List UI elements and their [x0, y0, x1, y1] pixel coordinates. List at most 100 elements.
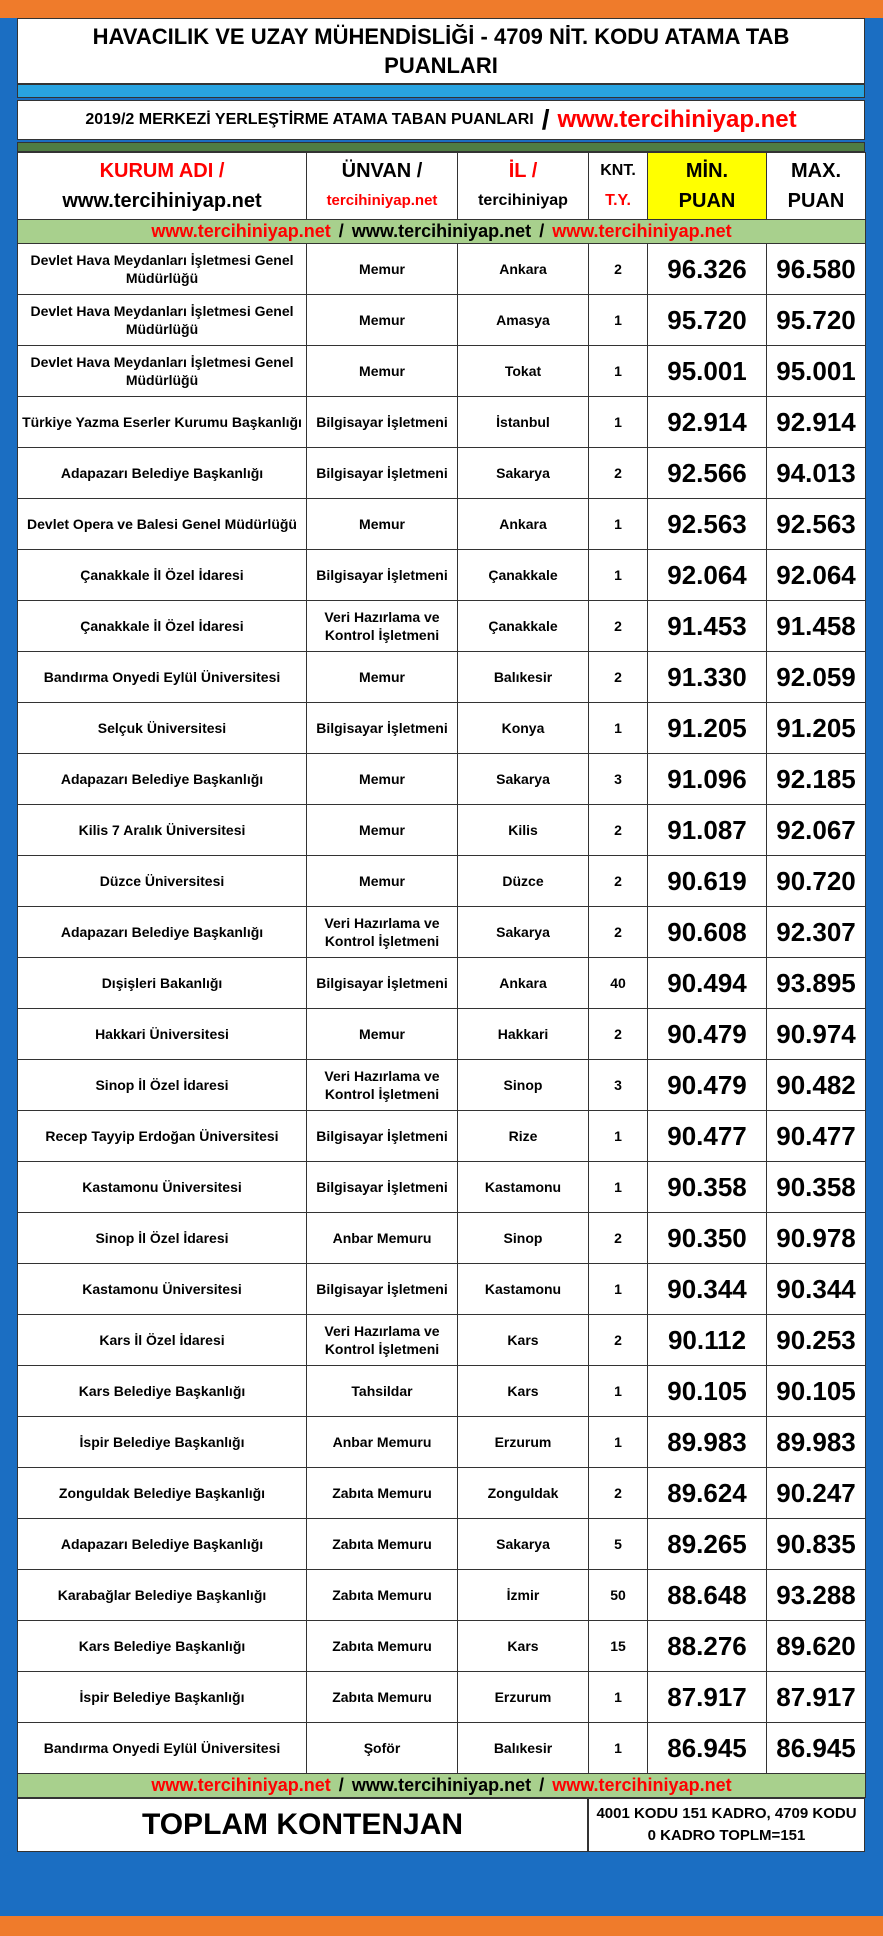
max-score-cell: 91.458: [766, 600, 866, 652]
institution-cell: Kars İl Özel İdaresi: [17, 1314, 307, 1366]
title-cell: Anbar Memuru: [306, 1416, 458, 1468]
title-cell: Memur: [306, 345, 458, 397]
min-score-cell: 88.276: [647, 1620, 767, 1672]
city-cell: Konya: [457, 702, 589, 754]
max-score-cell: 91.205: [766, 702, 866, 754]
quota-cell: 3: [588, 1059, 648, 1111]
min-score-cell: 92.566: [647, 447, 767, 499]
max-score-cell: 86.945: [766, 1722, 866, 1774]
quota-cell: 2: [588, 243, 648, 295]
header-cell: MİN. PUAN: [647, 152, 767, 220]
city-cell: Tokat: [457, 345, 589, 397]
city-cell: Kars: [457, 1620, 589, 1672]
institution-cell: Adapazarı Belediye Başkanlığı: [17, 906, 307, 958]
min-score-cell: 91.096: [647, 753, 767, 805]
url-text: www.tercihiniyap.net: [151, 221, 331, 241]
city-cell: Kilis: [457, 804, 589, 856]
url-text: www.tercihiniyap.net: [351, 221, 532, 241]
min-score-cell: 90.112: [647, 1314, 767, 1366]
institution-cell: Kars Belediye Başkanlığı: [17, 1620, 307, 1672]
max-score-cell: 93.288: [766, 1569, 866, 1621]
quota-cell: 3: [588, 753, 648, 805]
header-text: PUAN: [678, 190, 736, 212]
data-row: Kars Belediye Başkanlığı Tahsildar Kars 1 90…: [17, 1365, 866, 1417]
institution-cell: Çanakkale İl Özel İdaresi: [17, 549, 307, 601]
title-cell: Memur: [306, 651, 458, 703]
url-row: www.tercihiniyap.net / www.tercihiniyap.ne…: [17, 1773, 866, 1798]
quota-cell: 2: [588, 651, 648, 703]
min-score-cell: 90.477: [647, 1110, 767, 1162]
data-row: Karabağlar Belediye Başkanlığı Zabıta Mem…: [17, 1569, 866, 1621]
title-cell: Veri Hazırlama ve Kontrol İşletmeni: [306, 600, 458, 652]
data-row: İspir Belediye Başkanlığı Zabıta Memuru Er…: [17, 1671, 866, 1723]
title-cell: Anbar Memuru: [306, 1212, 458, 1264]
quota-cell: 1: [588, 294, 648, 346]
title-cell: Memur: [306, 855, 458, 907]
url-text: www.tercihiniyap.net: [351, 1775, 532, 1795]
max-score-cell: 92.185: [766, 753, 866, 805]
data-row: Adapazarı Belediye Başkanlığı Memur Sakary…: [17, 753, 866, 805]
header-cell: KURUM ADI / www.tercihiniyap.net: [17, 152, 307, 220]
data-row: İspir Belediye Başkanlığı Anbar Memuru Erz…: [17, 1416, 866, 1468]
subtitle-bar: 2019/2 MERKEZİ YERLEŞTİRME ATAMA TABAN P…: [17, 100, 865, 140]
city-cell: Erzurum: [457, 1671, 589, 1723]
data-row: Bandırma Onyedi Eylül Üniversitesi Memur B…: [17, 651, 866, 703]
min-score-cell: 90.608: [647, 906, 767, 958]
title-cell: Veri Hazırlama ve Kontrol İşletmeni: [306, 906, 458, 958]
data-row: Devlet Opera ve Balesi Genel Müdürlüğü Me…: [17, 498, 866, 550]
quota-cell: 1: [588, 1263, 648, 1315]
table-body: KURUM ADI / www.tercihiniyap.net ÜNVAN / t…: [17, 152, 866, 1798]
city-cell: Rize: [457, 1110, 589, 1162]
quota-cell: 2: [588, 1467, 648, 1519]
institution-cell: Düzce Üniversitesi: [17, 855, 307, 907]
title-cell: Memur: [306, 1008, 458, 1060]
data-row: Recep Tayyip Erdoğan Üniversitesi Bilgisa…: [17, 1110, 866, 1162]
city-cell: İzmir: [457, 1569, 589, 1621]
subtitle-separator: /: [541, 104, 550, 135]
data-row: Devlet Hava Meydanları İşletmesi Genel M…: [17, 243, 866, 295]
min-score-cell: 91.205: [647, 702, 767, 754]
city-cell: Sakarya: [457, 753, 589, 805]
url-separator: /: [338, 1775, 344, 1795]
data-row: Kars İl Özel İdaresi Veri Hazırlama ve Ko…: [17, 1314, 866, 1366]
min-score-cell: 90.105: [647, 1365, 767, 1417]
quota-cell: 50: [588, 1569, 648, 1621]
bottom-border: [0, 1916, 883, 1936]
institution-cell: Recep Tayyip Erdoğan Üniversitesi: [17, 1110, 307, 1162]
quota-cell: 1: [588, 396, 648, 448]
quota-cell: 1: [588, 702, 648, 754]
min-score-cell: 92.563: [647, 498, 767, 550]
max-score-cell: 87.917: [766, 1671, 866, 1723]
quota-cell: 1: [588, 1365, 648, 1417]
data-row: Adapazarı Belediye Başkanlığı Veri Hazırl…: [17, 906, 866, 958]
data-row: Kastamonu Üniversitesi Bilgisayar İşletme…: [17, 1161, 866, 1213]
max-score-cell: 90.247: [766, 1467, 866, 1519]
min-score-cell: 89.983: [647, 1416, 767, 1468]
max-score-cell: 92.059: [766, 651, 866, 703]
top-border: [0, 0, 883, 18]
green-band: [17, 142, 865, 152]
quota-cell: 2: [588, 804, 648, 856]
title-cell: Veri Hazırlama ve Kontrol İşletmeni: [306, 1314, 458, 1366]
url-cell: www.tercihiniyap.net / www.tercihiniyap.ne…: [17, 1773, 866, 1798]
institution-cell: Sinop İl Özel İdaresi: [17, 1059, 307, 1111]
content: HAVACILIK VE UZAY MÜHENDİSLİĞİ - 4709 Nİ…: [17, 18, 866, 1852]
city-cell: Sinop: [457, 1059, 589, 1111]
quota-cell: 40: [588, 957, 648, 1009]
institution-cell: Kilis 7 Aralık Üniversitesi: [17, 804, 307, 856]
institution-cell: Sinop İl Özel İdaresi: [17, 1212, 307, 1264]
institution-cell: İspir Belediye Başkanlığı: [17, 1671, 307, 1723]
title-cell: Şoför: [306, 1722, 458, 1774]
title-cell: Bilgisayar İşletmeni: [306, 396, 458, 448]
title-cell: Bilgisayar İşletmeni: [306, 1110, 458, 1162]
data-row: Düzce Üniversitesi Memur Düzce 2 90.619 90.72…: [17, 855, 866, 907]
quota-cell: 2: [588, 1314, 648, 1366]
quota-cell: 1: [588, 345, 648, 397]
data-row: Kastamonu Üniversitesi Bilgisayar İşletme…: [17, 1263, 866, 1315]
blue-band: [17, 84, 865, 98]
institution-cell: Dışişleri Bakanlığı: [17, 957, 307, 1009]
min-score-cell: 87.917: [647, 1671, 767, 1723]
max-score-cell: 89.983: [766, 1416, 866, 1468]
